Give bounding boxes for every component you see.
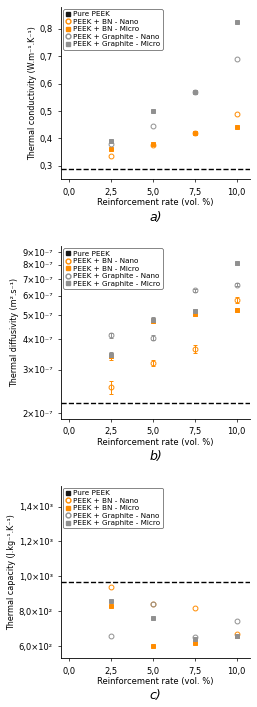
X-axis label: Reinforcement rate (vol. %): Reinforcement rate (vol. %) <box>97 438 214 447</box>
Y-axis label: Thermal conductivity (W.m⁻¹.K⁻¹): Thermal conductivity (W.m⁻¹.K⁻¹) <box>28 26 37 160</box>
Legend: Pure PEEK, PEEK + BN - Nano, PEEK + BN - Micro, PEEK + Graphite - Nano, PEEK + G: Pure PEEK, PEEK + BN - Nano, PEEK + BN -… <box>63 248 163 289</box>
Text: a): a) <box>149 211 162 223</box>
Y-axis label: Thermal diffusivity (m².s⁻¹): Thermal diffusivity (m².s⁻¹) <box>10 278 19 387</box>
Y-axis label: Thermal capacity (J.kg⁻¹.K⁻¹): Thermal capacity (J.kg⁻¹.K⁻¹) <box>7 514 16 630</box>
Legend: Pure PEEK, PEEK + BN - Nano, PEEK + BN - Micro, PEEK + Graphite - Nano, PEEK + G: Pure PEEK, PEEK + BN - Nano, PEEK + BN -… <box>63 9 163 49</box>
X-axis label: Reinforcement rate (vol. %): Reinforcement rate (vol. %) <box>97 198 214 207</box>
Text: c): c) <box>150 689 161 702</box>
Text: b): b) <box>149 450 162 463</box>
X-axis label: Reinforcement rate (vol. %): Reinforcement rate (vol. %) <box>97 677 214 686</box>
Legend: Pure PEEK, PEEK + BN - Nano, PEEK + BN - Micro, PEEK + Graphite - Nano, PEEK + G: Pure PEEK, PEEK + BN - Nano, PEEK + BN -… <box>63 488 163 528</box>
